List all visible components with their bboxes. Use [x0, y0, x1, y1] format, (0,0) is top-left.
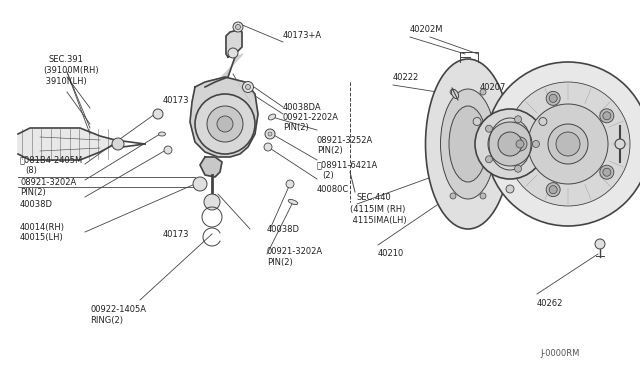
Circle shape: [193, 177, 207, 191]
Text: 00921-3202A: 00921-3202A: [267, 247, 323, 257]
Circle shape: [548, 124, 588, 164]
Circle shape: [236, 25, 241, 29]
Polygon shape: [205, 54, 243, 87]
Circle shape: [603, 112, 611, 120]
Circle shape: [450, 89, 456, 95]
Circle shape: [264, 143, 272, 151]
Circle shape: [506, 82, 630, 206]
Circle shape: [513, 137, 527, 151]
Text: PIN(2): PIN(2): [20, 187, 45, 196]
Circle shape: [450, 193, 456, 199]
Circle shape: [549, 186, 557, 194]
Text: 40207: 40207: [480, 83, 506, 92]
Text: 40173: 40173: [163, 230, 189, 238]
Text: 40038D: 40038D: [20, 199, 53, 208]
Text: PIN(2): PIN(2): [267, 257, 292, 266]
Circle shape: [600, 109, 614, 123]
Circle shape: [475, 109, 545, 179]
Circle shape: [600, 165, 614, 179]
Polygon shape: [200, 157, 222, 177]
Text: 08921-3252A: 08921-3252A: [317, 135, 373, 144]
Circle shape: [207, 106, 243, 142]
Text: 40080C: 40080C: [317, 185, 349, 193]
Circle shape: [515, 116, 522, 123]
Text: Ⓝ081B4-2405M: Ⓝ081B4-2405M: [20, 155, 83, 164]
Text: 3910I(LH): 3910I(LH): [43, 77, 87, 86]
Ellipse shape: [449, 106, 487, 182]
Text: 40173: 40173: [163, 96, 189, 105]
Circle shape: [506, 185, 514, 193]
Polygon shape: [226, 30, 242, 57]
Text: 40014(RH): 40014(RH): [20, 222, 65, 231]
Text: SEC.391: SEC.391: [48, 55, 83, 64]
Text: RING(2): RING(2): [90, 315, 123, 324]
Text: 40210: 40210: [378, 250, 404, 259]
Ellipse shape: [426, 59, 511, 229]
Circle shape: [195, 94, 255, 154]
Circle shape: [528, 104, 608, 184]
Circle shape: [480, 89, 486, 95]
Ellipse shape: [288, 199, 298, 205]
Text: 00922-1405A: 00922-1405A: [90, 305, 146, 314]
Polygon shape: [18, 128, 115, 160]
Text: 40262: 40262: [537, 299, 563, 308]
Text: 08921-3202A: 08921-3202A: [20, 177, 76, 186]
Text: (2): (2): [322, 170, 333, 180]
Ellipse shape: [451, 89, 459, 99]
Text: 40015(LH): 40015(LH): [20, 232, 64, 241]
Text: 40222: 40222: [393, 73, 419, 81]
Text: Ⓝ08911-6421A: Ⓝ08911-6421A: [317, 160, 378, 170]
Circle shape: [243, 81, 253, 93]
Polygon shape: [190, 77, 258, 157]
Circle shape: [265, 129, 275, 139]
Text: (8): (8): [25, 166, 37, 174]
Ellipse shape: [159, 132, 166, 136]
Text: 40173+A: 40173+A: [283, 31, 322, 39]
Circle shape: [539, 118, 547, 125]
Circle shape: [228, 48, 238, 58]
Circle shape: [516, 140, 524, 148]
Circle shape: [546, 183, 560, 197]
Text: 40038D: 40038D: [267, 224, 300, 234]
Circle shape: [498, 132, 522, 156]
Circle shape: [164, 146, 172, 154]
Text: PIN(2): PIN(2): [317, 145, 343, 154]
Circle shape: [515, 165, 522, 172]
Text: 40038DA: 40038DA: [283, 103, 322, 112]
Circle shape: [556, 132, 580, 156]
Circle shape: [603, 168, 611, 176]
Circle shape: [486, 62, 640, 226]
Ellipse shape: [268, 114, 276, 120]
Text: 00921-2202A: 00921-2202A: [283, 112, 339, 122]
Circle shape: [246, 84, 250, 90]
Circle shape: [204, 194, 220, 210]
Circle shape: [549, 94, 557, 102]
Circle shape: [486, 125, 492, 132]
Ellipse shape: [440, 89, 495, 199]
Text: J-0000RM: J-0000RM: [540, 350, 579, 359]
Text: PIN(2): PIN(2): [283, 122, 308, 131]
Circle shape: [488, 122, 532, 166]
Circle shape: [532, 141, 540, 148]
Text: (4115IM (RH): (4115IM (RH): [350, 205, 405, 214]
Circle shape: [268, 132, 272, 136]
Circle shape: [480, 193, 486, 199]
Circle shape: [473, 118, 481, 125]
Text: 4115IMA(LH): 4115IMA(LH): [350, 215, 406, 224]
Circle shape: [546, 92, 560, 105]
Text: 40262A: 40262A: [567, 174, 599, 183]
Circle shape: [233, 22, 243, 32]
Circle shape: [112, 138, 124, 150]
Text: 40202M: 40202M: [410, 25, 444, 33]
Text: SEC.440: SEC.440: [357, 192, 392, 202]
Circle shape: [486, 156, 492, 163]
Circle shape: [217, 116, 233, 132]
Circle shape: [286, 180, 294, 188]
Circle shape: [595, 239, 605, 249]
Text: (39100M(RH): (39100M(RH): [43, 65, 99, 74]
Circle shape: [615, 139, 625, 149]
Circle shape: [153, 109, 163, 119]
